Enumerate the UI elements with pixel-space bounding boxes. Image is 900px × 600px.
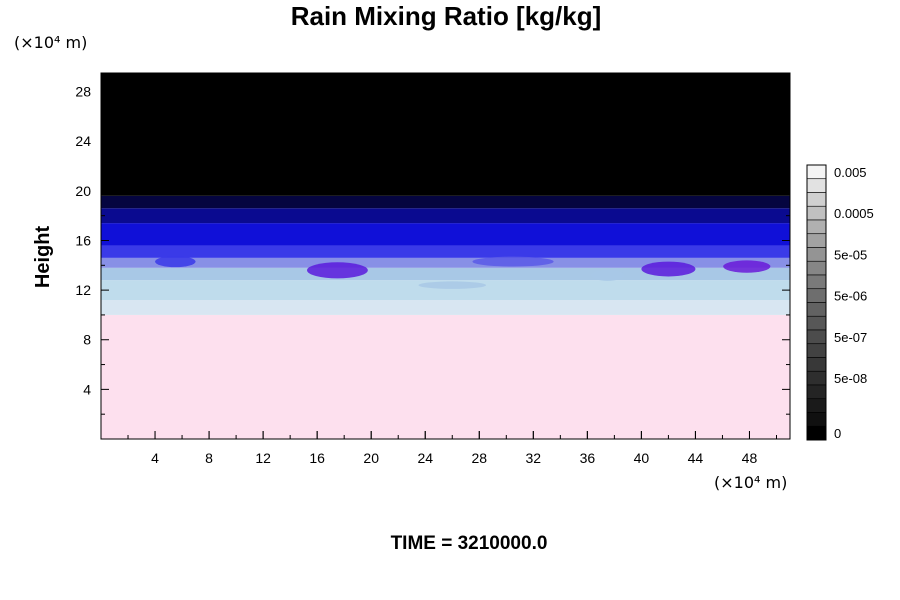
heatmap-feature-0 xyxy=(155,255,196,268)
heatmap-field xyxy=(101,73,790,439)
heatmap-feature-6 xyxy=(418,281,487,289)
colorbar-label: 5e-08 xyxy=(834,371,867,386)
colorbar-swatch xyxy=(806,302,827,317)
y-tick-label: 4 xyxy=(83,381,91,397)
heatmap-band-2 xyxy=(101,280,790,301)
colorbar-swatch xyxy=(806,315,827,331)
colorbar: 0.005 0.0005 5e-05 5e-06 5e-07 5e-08 0 xyxy=(806,164,874,441)
y-tick-label: 16 xyxy=(75,232,91,248)
colorbar-label: 0 xyxy=(834,426,841,441)
y-unit-label: (×10⁴ m) xyxy=(14,33,87,52)
heatmap-band-6 xyxy=(101,223,790,246)
colorbar-swatch xyxy=(806,205,827,221)
colorbar-label: 5e-06 xyxy=(834,289,867,304)
heatmap-band-9 xyxy=(101,73,790,196)
y-tick-label: 20 xyxy=(75,183,91,199)
y-tick-label: 24 xyxy=(75,133,91,149)
colorbar-swatch xyxy=(806,260,827,276)
heatmap-feature-5 xyxy=(590,269,625,281)
colorbar-swatch xyxy=(806,343,827,358)
x-tick-label: 36 xyxy=(580,450,596,466)
colorbar-swatch xyxy=(806,192,827,207)
colorbar-label: 0.0005 xyxy=(834,206,874,221)
colorbar-swatch xyxy=(806,219,827,235)
heatmap-band-0 xyxy=(101,314,790,439)
heatmap-feature-4 xyxy=(472,256,554,267)
heatmap-band-1 xyxy=(101,300,790,315)
x-tick-label: 16 xyxy=(309,450,325,466)
heatmap-band-8 xyxy=(101,195,790,209)
colorbar-swatch xyxy=(806,178,827,193)
y-tick-label: 28 xyxy=(75,84,91,100)
x-axis: 4 8 12 16 20 24 28 32 36 40 44 48 xyxy=(127,73,777,466)
y-tick-label: 8 xyxy=(83,332,91,348)
colorbar-swatch xyxy=(806,164,827,180)
colorbar-swatch xyxy=(806,329,827,345)
x-tick-label: 32 xyxy=(526,450,542,466)
colorbar-label: 5e-05 xyxy=(834,247,867,262)
colorbar-frame xyxy=(806,164,827,441)
heatmap-features xyxy=(155,255,771,289)
x-unit-label: (×10⁴ m) xyxy=(714,473,787,492)
x-tick-label: 28 xyxy=(471,450,487,466)
y-axis: 4 8 12 16 20 24 28 xyxy=(75,84,790,415)
colorbar-label: 5e-07 xyxy=(834,330,867,345)
colorbar-swatch xyxy=(806,425,827,441)
x-tick-label: 48 xyxy=(742,450,758,466)
chart-title: Rain Mixing Ratio [kg/kg] xyxy=(291,1,602,31)
x-tick-label: 20 xyxy=(363,450,379,466)
heatmap-feature-2 xyxy=(641,261,696,277)
heatmap-band-7 xyxy=(101,208,790,224)
colorbar-swatch xyxy=(806,412,827,427)
x-tick-label: 24 xyxy=(417,450,433,466)
colorbar-swatch xyxy=(806,247,827,262)
x-tick-label: 8 xyxy=(205,450,213,466)
colorbar-swatch xyxy=(806,370,827,386)
time-label: TIME = 3210000.0 xyxy=(391,533,548,554)
colorbar-swatch xyxy=(806,357,827,372)
x-tick-label: 40 xyxy=(634,450,650,466)
colorbar-swatch xyxy=(806,233,827,248)
x-tick-label: 12 xyxy=(255,450,271,466)
heatmap-band-5 xyxy=(101,245,790,258)
colorbar-label: 0.005 xyxy=(834,165,867,180)
colorbar-swatch xyxy=(806,288,827,303)
y-axis-label: Height xyxy=(32,226,54,289)
x-tick-label: 44 xyxy=(688,450,704,466)
heatmap-band-4 xyxy=(101,257,790,268)
colorbar-swatch xyxy=(806,384,827,400)
heatmap-feature-3 xyxy=(723,260,771,273)
plot-frame xyxy=(100,72,791,440)
x-tick-label: 4 xyxy=(151,450,159,466)
colorbar-swatch xyxy=(806,398,827,413)
colorbar-swatch xyxy=(806,274,827,290)
y-tick-label: 12 xyxy=(75,282,91,298)
heatmap-feature-1 xyxy=(307,262,368,279)
